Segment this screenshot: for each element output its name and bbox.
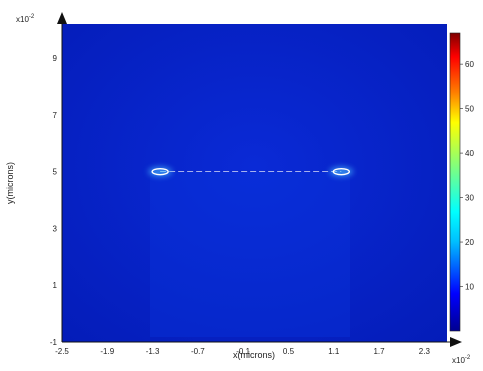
colorbar-tick-label: 30	[465, 194, 474, 203]
colorbar-tick-labels: 10 20 30 40 50 60	[460, 60, 474, 292]
hotspot	[151, 167, 169, 176]
y-exponent-label: x10-2	[16, 14, 35, 24]
y-tick-label: 5	[53, 168, 58, 177]
x-axis-arrow	[450, 337, 462, 347]
y-tick-label: 9	[53, 54, 58, 63]
colorbar-tick-label: 20	[465, 238, 474, 247]
colorbar-tick-label: 60	[465, 60, 474, 69]
x-tick-label: 2.3	[419, 347, 431, 356]
colorbar-tick-label: 40	[465, 149, 474, 158]
x-tick-labels: -2.5 -1.9 -1.3 -0.7 -0.1 0.5 1.1 1.7 2.3	[55, 347, 430, 356]
y-tick-labels: -1 1 3 5 7 9	[50, 54, 58, 347]
y-tick-label: 3	[53, 224, 58, 233]
x-exponent-label: x10-2	[452, 355, 471, 365]
x-tick-label: -1.3	[146, 347, 160, 356]
y-tick-label: 1	[53, 281, 58, 290]
x-axis-label: x(microns)	[233, 350, 275, 360]
colorbar	[449, 32, 461, 332]
x-tick-label: 1.7	[373, 347, 385, 356]
x-tick-label: -1.9	[100, 347, 114, 356]
x-tick-label: 0.5	[283, 347, 295, 356]
x-tick-label: 1.1	[328, 347, 340, 356]
y-axis-label: y(microns)	[5, 162, 15, 204]
x-tick-label: -0.1	[236, 347, 250, 356]
colorbar-tick-label: 10	[465, 283, 474, 292]
y-tick-label: 7	[53, 111, 58, 120]
x-tick-label: -0.7	[191, 347, 205, 356]
heatmap-inner-field	[150, 172, 350, 337]
colorbar-tick-label: 50	[465, 105, 474, 114]
heatmap-plot-area	[62, 24, 447, 342]
y-tick-label: -1	[50, 338, 58, 347]
hotspot	[332, 167, 351, 176]
y-axis-arrow	[57, 12, 67, 24]
heatmap-features	[148, 166, 354, 177]
x-tick-label: -2.5	[55, 347, 69, 356]
